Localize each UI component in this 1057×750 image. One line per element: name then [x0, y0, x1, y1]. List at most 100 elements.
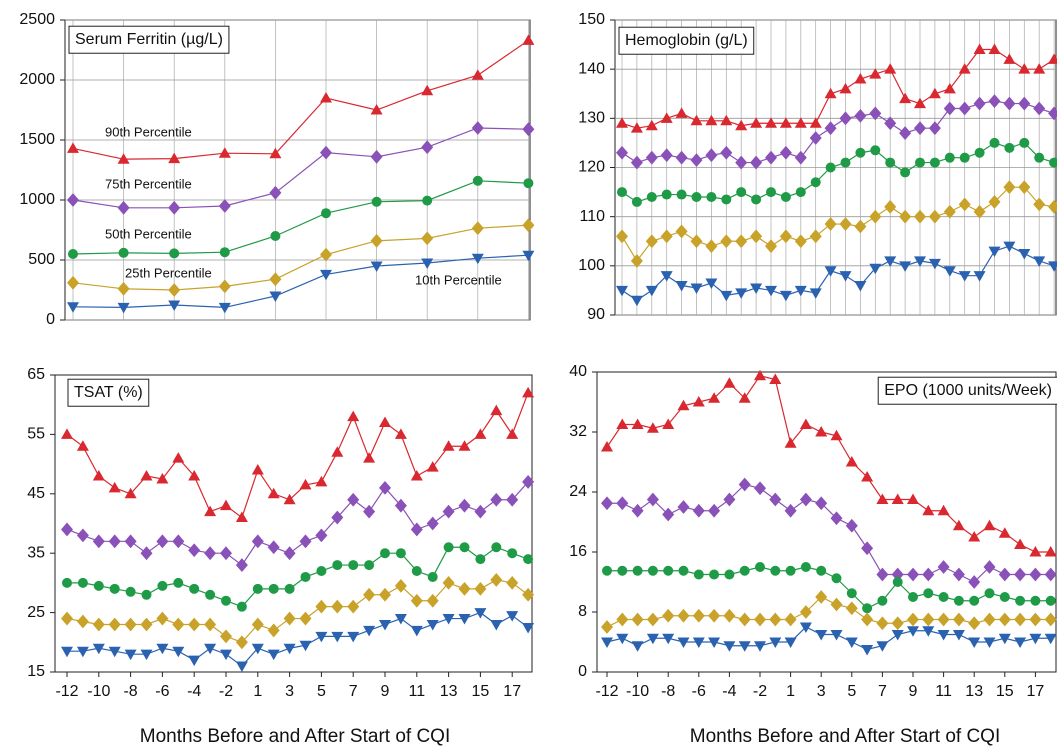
- marker: [283, 611, 296, 626]
- marker: [721, 194, 732, 205]
- marker: [809, 229, 822, 244]
- marker: [723, 492, 736, 507]
- marker: [988, 195, 1001, 209]
- marker: [124, 534, 137, 549]
- marker: [854, 281, 867, 292]
- marker: [371, 196, 382, 207]
- y-tick-label: 100: [578, 257, 605, 274]
- x-tick-label: -4: [722, 683, 736, 700]
- marker: [969, 595, 980, 606]
- marker: [693, 569, 704, 580]
- x-tick-label: 3: [285, 683, 294, 700]
- marker: [61, 646, 73, 658]
- x-tick-label: -12: [595, 683, 618, 700]
- series-label: 25th Percentile: [125, 265, 212, 280]
- marker: [370, 149, 383, 164]
- marker: [770, 565, 781, 576]
- marker: [422, 195, 433, 206]
- marker: [283, 493, 296, 505]
- marker: [630, 155, 643, 170]
- marker: [780, 192, 791, 202]
- marker: [692, 637, 705, 648]
- marker: [914, 209, 926, 224]
- marker: [968, 575, 981, 589]
- marker: [914, 97, 926, 109]
- marker: [522, 587, 535, 602]
- marker: [188, 469, 201, 481]
- marker: [299, 611, 312, 626]
- y-tick-label: 1000: [19, 191, 55, 208]
- marker: [854, 219, 867, 234]
- marker: [958, 101, 971, 116]
- marker: [218, 302, 231, 314]
- series-line: [72, 180, 529, 255]
- marker: [410, 593, 423, 608]
- marker: [421, 84, 434, 96]
- marker: [522, 475, 535, 489]
- marker: [363, 504, 376, 519]
- marker: [283, 546, 296, 561]
- marker: [109, 583, 120, 594]
- x-tick-label: 7: [878, 683, 887, 700]
- marker: [395, 548, 406, 559]
- marker: [394, 498, 407, 513]
- y-tick-label: 0: [578, 663, 587, 680]
- marker: [952, 612, 965, 627]
- x-tick-label: 3: [817, 683, 826, 700]
- marker: [1030, 595, 1041, 606]
- marker: [1018, 180, 1031, 195]
- marker: [67, 142, 79, 153]
- marker: [631, 503, 644, 518]
- marker: [784, 503, 797, 518]
- marker: [363, 587, 376, 602]
- marker: [884, 63, 897, 74]
- marker: [765, 117, 777, 128]
- marker: [370, 104, 383, 115]
- marker: [998, 567, 1011, 582]
- y-tick-label: 120: [578, 159, 605, 176]
- marker: [944, 152, 955, 163]
- marker: [645, 150, 658, 165]
- marker: [794, 234, 807, 249]
- marker: [348, 560, 359, 571]
- marker: [67, 275, 79, 290]
- marker: [299, 478, 312, 490]
- marker: [204, 643, 217, 655]
- marker: [320, 247, 332, 262]
- title-box: [877, 376, 1057, 405]
- marker: [914, 121, 926, 136]
- marker: [645, 119, 658, 131]
- marker: [678, 565, 689, 576]
- marker: [815, 496, 828, 511]
- x-tick-label: -6: [155, 683, 169, 700]
- marker: [1018, 63, 1031, 74]
- marker: [675, 224, 688, 239]
- marker: [220, 499, 232, 511]
- marker: [646, 422, 659, 433]
- marker: [891, 616, 904, 631]
- plot-area: [54, 374, 533, 673]
- marker: [708, 503, 721, 518]
- marker: [299, 534, 312, 549]
- marker: [988, 246, 1001, 258]
- marker: [168, 152, 181, 164]
- marker: [172, 452, 185, 463]
- marker: [983, 560, 996, 574]
- marker: [988, 94, 1001, 109]
- marker: [706, 192, 717, 202]
- marker: [631, 612, 644, 627]
- marker: [824, 217, 837, 231]
- marker: [660, 112, 673, 123]
- marker: [736, 187, 747, 198]
- marker: [320, 269, 332, 281]
- marker: [442, 440, 455, 451]
- marker: [830, 597, 843, 612]
- marker: [631, 418, 644, 429]
- marker: [522, 622, 535, 634]
- x-tick-label: 17: [1027, 683, 1045, 700]
- marker: [876, 641, 889, 652]
- marker: [124, 617, 137, 632]
- marker: [973, 43, 986, 54]
- marker: [943, 204, 956, 219]
